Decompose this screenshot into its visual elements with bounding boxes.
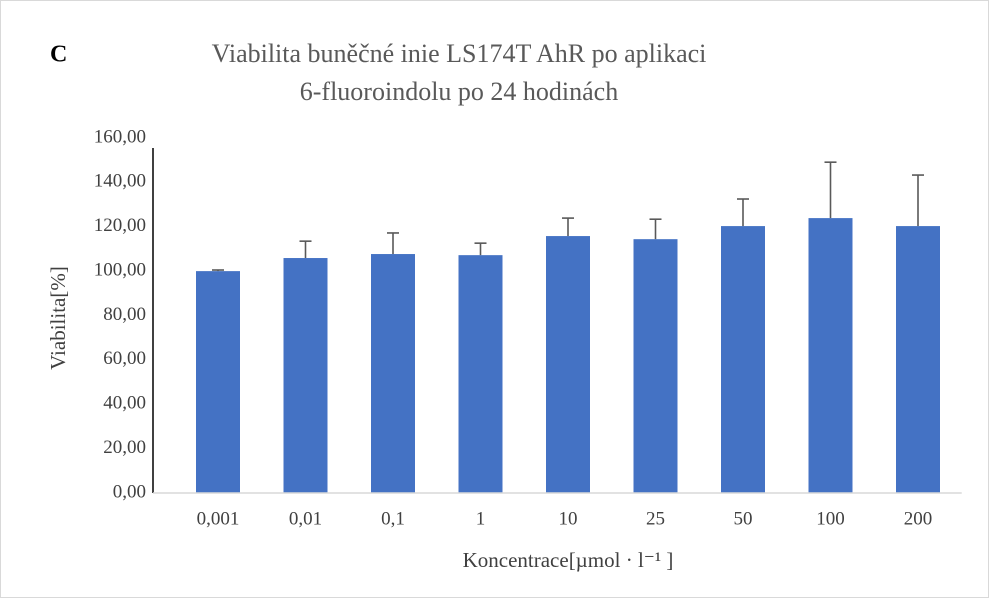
x-tick-label: 10 [559,508,578,529]
x-tick-label: 0,001 [197,508,240,529]
y-tick-label: 40,00 [103,393,146,414]
y-tick-label: 160,00 [94,126,146,147]
chart-title: Viabilita buněčné inie LS174T AhR po apl… [212,39,707,68]
x-axis-label: Koncentrace[µmol · l⁻¹ ] [463,548,674,572]
bar [721,226,765,493]
chart-title: 6-fluoroindolu po 24 hodinách [300,77,618,106]
y-tick-label: 140,00 [94,171,146,192]
error-bar [649,218,662,240]
y-tick-label: 60,00 [103,348,146,369]
error-bar [212,269,224,272]
bar [896,226,940,493]
x-tick-label: 0,1 [381,508,405,529]
x-tick-label: 200 [904,508,933,529]
y-tick-label: 120,00 [94,215,146,236]
bar [546,236,590,493]
error-bar [737,198,749,227]
bar [283,258,328,493]
x-tick-label: 25 [646,508,665,529]
x-tick-label: 100 [816,508,845,529]
x-tick-label: 0,01 [289,508,322,529]
error-bar [299,240,312,259]
y-tick-label: 100,00 [94,259,146,280]
y-tick-label: 0,00 [113,481,146,502]
x-tick-label: 1 [476,508,486,529]
bar [808,218,853,494]
error-bar [562,217,574,237]
y-tick-label: 80,00 [103,304,146,325]
bar [458,255,503,493]
error-bar [474,242,487,256]
bar [371,254,415,493]
y-axis-label: Viabilita[%] [46,266,70,370]
error-bar [912,174,924,227]
x-tick-label: 50 [734,508,753,529]
bar [196,271,240,493]
bar [633,239,678,493]
error-bar [824,161,837,219]
panel-label: C [50,42,67,68]
error-bar [387,232,399,255]
y-tick-label: 20,00 [103,437,146,458]
